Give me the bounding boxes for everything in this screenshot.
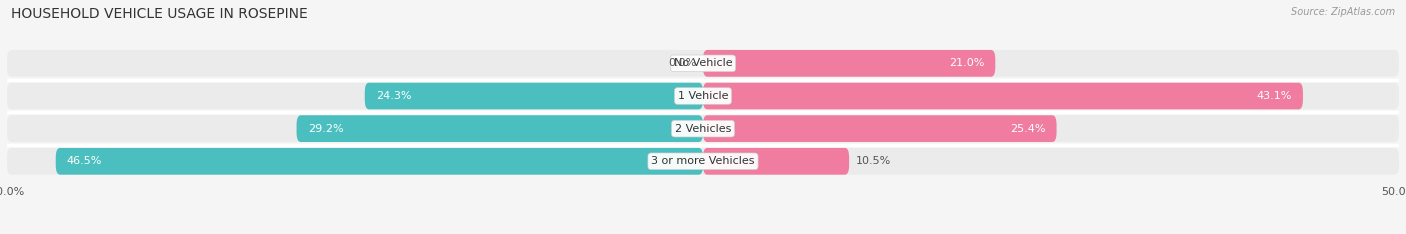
Text: Source: ZipAtlas.com: Source: ZipAtlas.com	[1291, 7, 1395, 17]
FancyBboxPatch shape	[703, 115, 1056, 142]
FancyBboxPatch shape	[56, 148, 703, 175]
Text: 25.4%: 25.4%	[1010, 124, 1046, 134]
Text: 2 Vehicles: 2 Vehicles	[675, 124, 731, 134]
FancyBboxPatch shape	[7, 115, 1399, 142]
Text: 10.5%: 10.5%	[856, 156, 891, 166]
Text: HOUSEHOLD VEHICLE USAGE IN ROSEPINE: HOUSEHOLD VEHICLE USAGE IN ROSEPINE	[11, 7, 308, 21]
FancyBboxPatch shape	[703, 83, 1303, 109]
FancyBboxPatch shape	[7, 83, 1399, 109]
Text: 1 Vehicle: 1 Vehicle	[678, 91, 728, 101]
Text: 29.2%: 29.2%	[308, 124, 343, 134]
FancyBboxPatch shape	[297, 115, 703, 142]
Text: 0.0%: 0.0%	[668, 58, 696, 68]
FancyBboxPatch shape	[7, 148, 1399, 175]
Text: 24.3%: 24.3%	[375, 91, 412, 101]
Text: No Vehicle: No Vehicle	[673, 58, 733, 68]
FancyBboxPatch shape	[703, 148, 849, 175]
FancyBboxPatch shape	[7, 50, 1399, 77]
Text: 21.0%: 21.0%	[949, 58, 984, 68]
Text: 43.1%: 43.1%	[1257, 91, 1292, 101]
FancyBboxPatch shape	[364, 83, 703, 109]
FancyBboxPatch shape	[703, 50, 995, 77]
Text: 3 or more Vehicles: 3 or more Vehicles	[651, 156, 755, 166]
Text: 46.5%: 46.5%	[67, 156, 103, 166]
